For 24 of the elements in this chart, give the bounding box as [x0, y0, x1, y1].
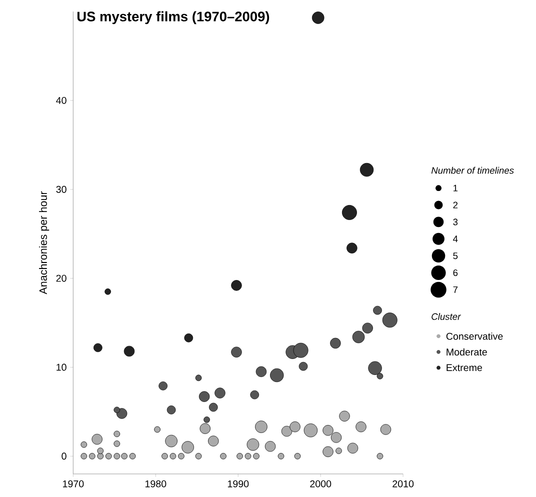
legend-label: 7 [453, 286, 458, 293]
chart-title: US mystery films (1970–2009) [77, 11, 270, 24]
x-tick-label: 1970 [63, 480, 84, 488]
x-tick-label: 1980 [145, 480, 166, 488]
y-tick-label: 30 [56, 186, 66, 193]
text: Number of timelines [431, 166, 514, 174]
x-tick-label: 1990 [228, 480, 249, 488]
legend-label: 3 [453, 218, 458, 226]
legend-label: 4 [453, 236, 458, 242]
legend-title: Cluster [432, 312, 461, 320]
legend-label: 6 [453, 269, 458, 276]
y-axis-title: Anachronies per hour [39, 191, 50, 294]
y-tick-label: 10 [56, 364, 66, 371]
legend-label: Extreme [446, 364, 482, 371]
x-tick-label: 2010 [392, 480, 414, 488]
x-tick-label: 2000 [310, 480, 332, 488]
legend-label: Moderate [446, 348, 487, 356]
legend-label: Conservative [446, 332, 503, 340]
legend-label: 5 [453, 252, 458, 259]
y-tick-label: 40 [56, 96, 66, 104]
legend-label: 2 [453, 202, 458, 208]
legend-label: 1 [454, 184, 458, 192]
y-tick-label: 0 [62, 452, 66, 460]
y-tick-label: 20 [56, 274, 66, 282]
